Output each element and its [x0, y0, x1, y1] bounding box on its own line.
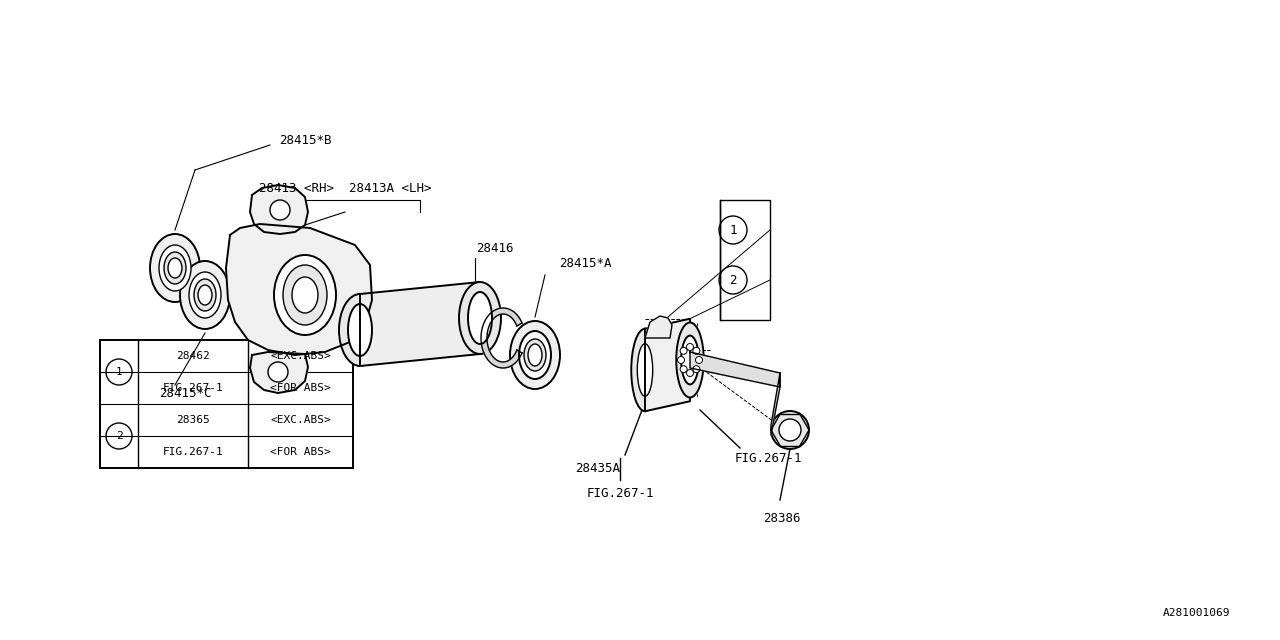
Ellipse shape	[681, 335, 699, 385]
Polygon shape	[227, 224, 372, 355]
Text: 28435A: 28435A	[576, 461, 621, 474]
Ellipse shape	[339, 294, 381, 366]
Circle shape	[680, 348, 687, 355]
Text: 28386: 28386	[763, 511, 801, 525]
Ellipse shape	[676, 323, 704, 397]
Polygon shape	[360, 282, 480, 366]
Ellipse shape	[348, 304, 372, 356]
Text: 28415*B: 28415*B	[279, 134, 332, 147]
Ellipse shape	[292, 277, 317, 313]
Text: 28415*A: 28415*A	[559, 257, 612, 269]
Text: 1: 1	[730, 223, 737, 237]
Ellipse shape	[159, 245, 191, 291]
Ellipse shape	[529, 344, 541, 366]
Ellipse shape	[283, 265, 326, 325]
Ellipse shape	[518, 331, 550, 379]
Text: <EXC.ABS>: <EXC.ABS>	[270, 415, 330, 425]
Text: FIG.267-1: FIG.267-1	[163, 383, 224, 393]
Text: 2: 2	[730, 273, 737, 287]
Text: 2: 2	[115, 431, 123, 441]
Polygon shape	[690, 352, 780, 387]
Ellipse shape	[631, 329, 659, 412]
Circle shape	[692, 365, 700, 372]
Circle shape	[270, 200, 291, 220]
Ellipse shape	[180, 261, 230, 329]
Bar	[721, 200, 771, 320]
Ellipse shape	[780, 419, 801, 441]
Circle shape	[677, 356, 685, 364]
Polygon shape	[481, 308, 522, 368]
Text: 28365: 28365	[177, 415, 210, 425]
Text: <FOR ABS>: <FOR ABS>	[270, 383, 330, 393]
Ellipse shape	[637, 344, 653, 396]
Polygon shape	[645, 316, 672, 338]
Text: 28415*C: 28415*C	[159, 387, 211, 399]
Text: 28462: 28462	[177, 351, 210, 361]
Ellipse shape	[468, 292, 492, 344]
Text: <EXC.ABS>: <EXC.ABS>	[270, 351, 330, 361]
Text: 28416: 28416	[476, 241, 513, 255]
Text: FIG.267-1: FIG.267-1	[163, 447, 224, 457]
Ellipse shape	[509, 321, 561, 389]
Text: A281001069: A281001069	[1162, 608, 1230, 618]
Ellipse shape	[150, 234, 200, 302]
Circle shape	[680, 365, 687, 372]
Circle shape	[686, 344, 694, 351]
Ellipse shape	[198, 285, 212, 305]
Circle shape	[686, 369, 694, 376]
Text: 28413 <RH>  28413A <LH>: 28413 <RH> 28413A <LH>	[259, 182, 431, 195]
Polygon shape	[645, 319, 690, 412]
Polygon shape	[771, 373, 780, 435]
Ellipse shape	[164, 252, 186, 284]
Ellipse shape	[168, 258, 182, 278]
Text: <FOR ABS>: <FOR ABS>	[270, 447, 330, 457]
Ellipse shape	[771, 411, 809, 449]
Circle shape	[695, 356, 703, 364]
Text: FIG.267-1: FIG.267-1	[586, 486, 654, 499]
Text: FIG.267-1: FIG.267-1	[735, 451, 801, 465]
Ellipse shape	[195, 279, 216, 311]
Text: 1: 1	[115, 367, 123, 377]
Ellipse shape	[460, 282, 500, 354]
Ellipse shape	[524, 339, 547, 371]
Polygon shape	[250, 352, 308, 393]
Polygon shape	[250, 185, 308, 234]
Ellipse shape	[189, 272, 221, 318]
Ellipse shape	[274, 255, 337, 335]
Circle shape	[268, 362, 288, 382]
Bar	[100, 340, 353, 468]
Circle shape	[692, 348, 700, 355]
